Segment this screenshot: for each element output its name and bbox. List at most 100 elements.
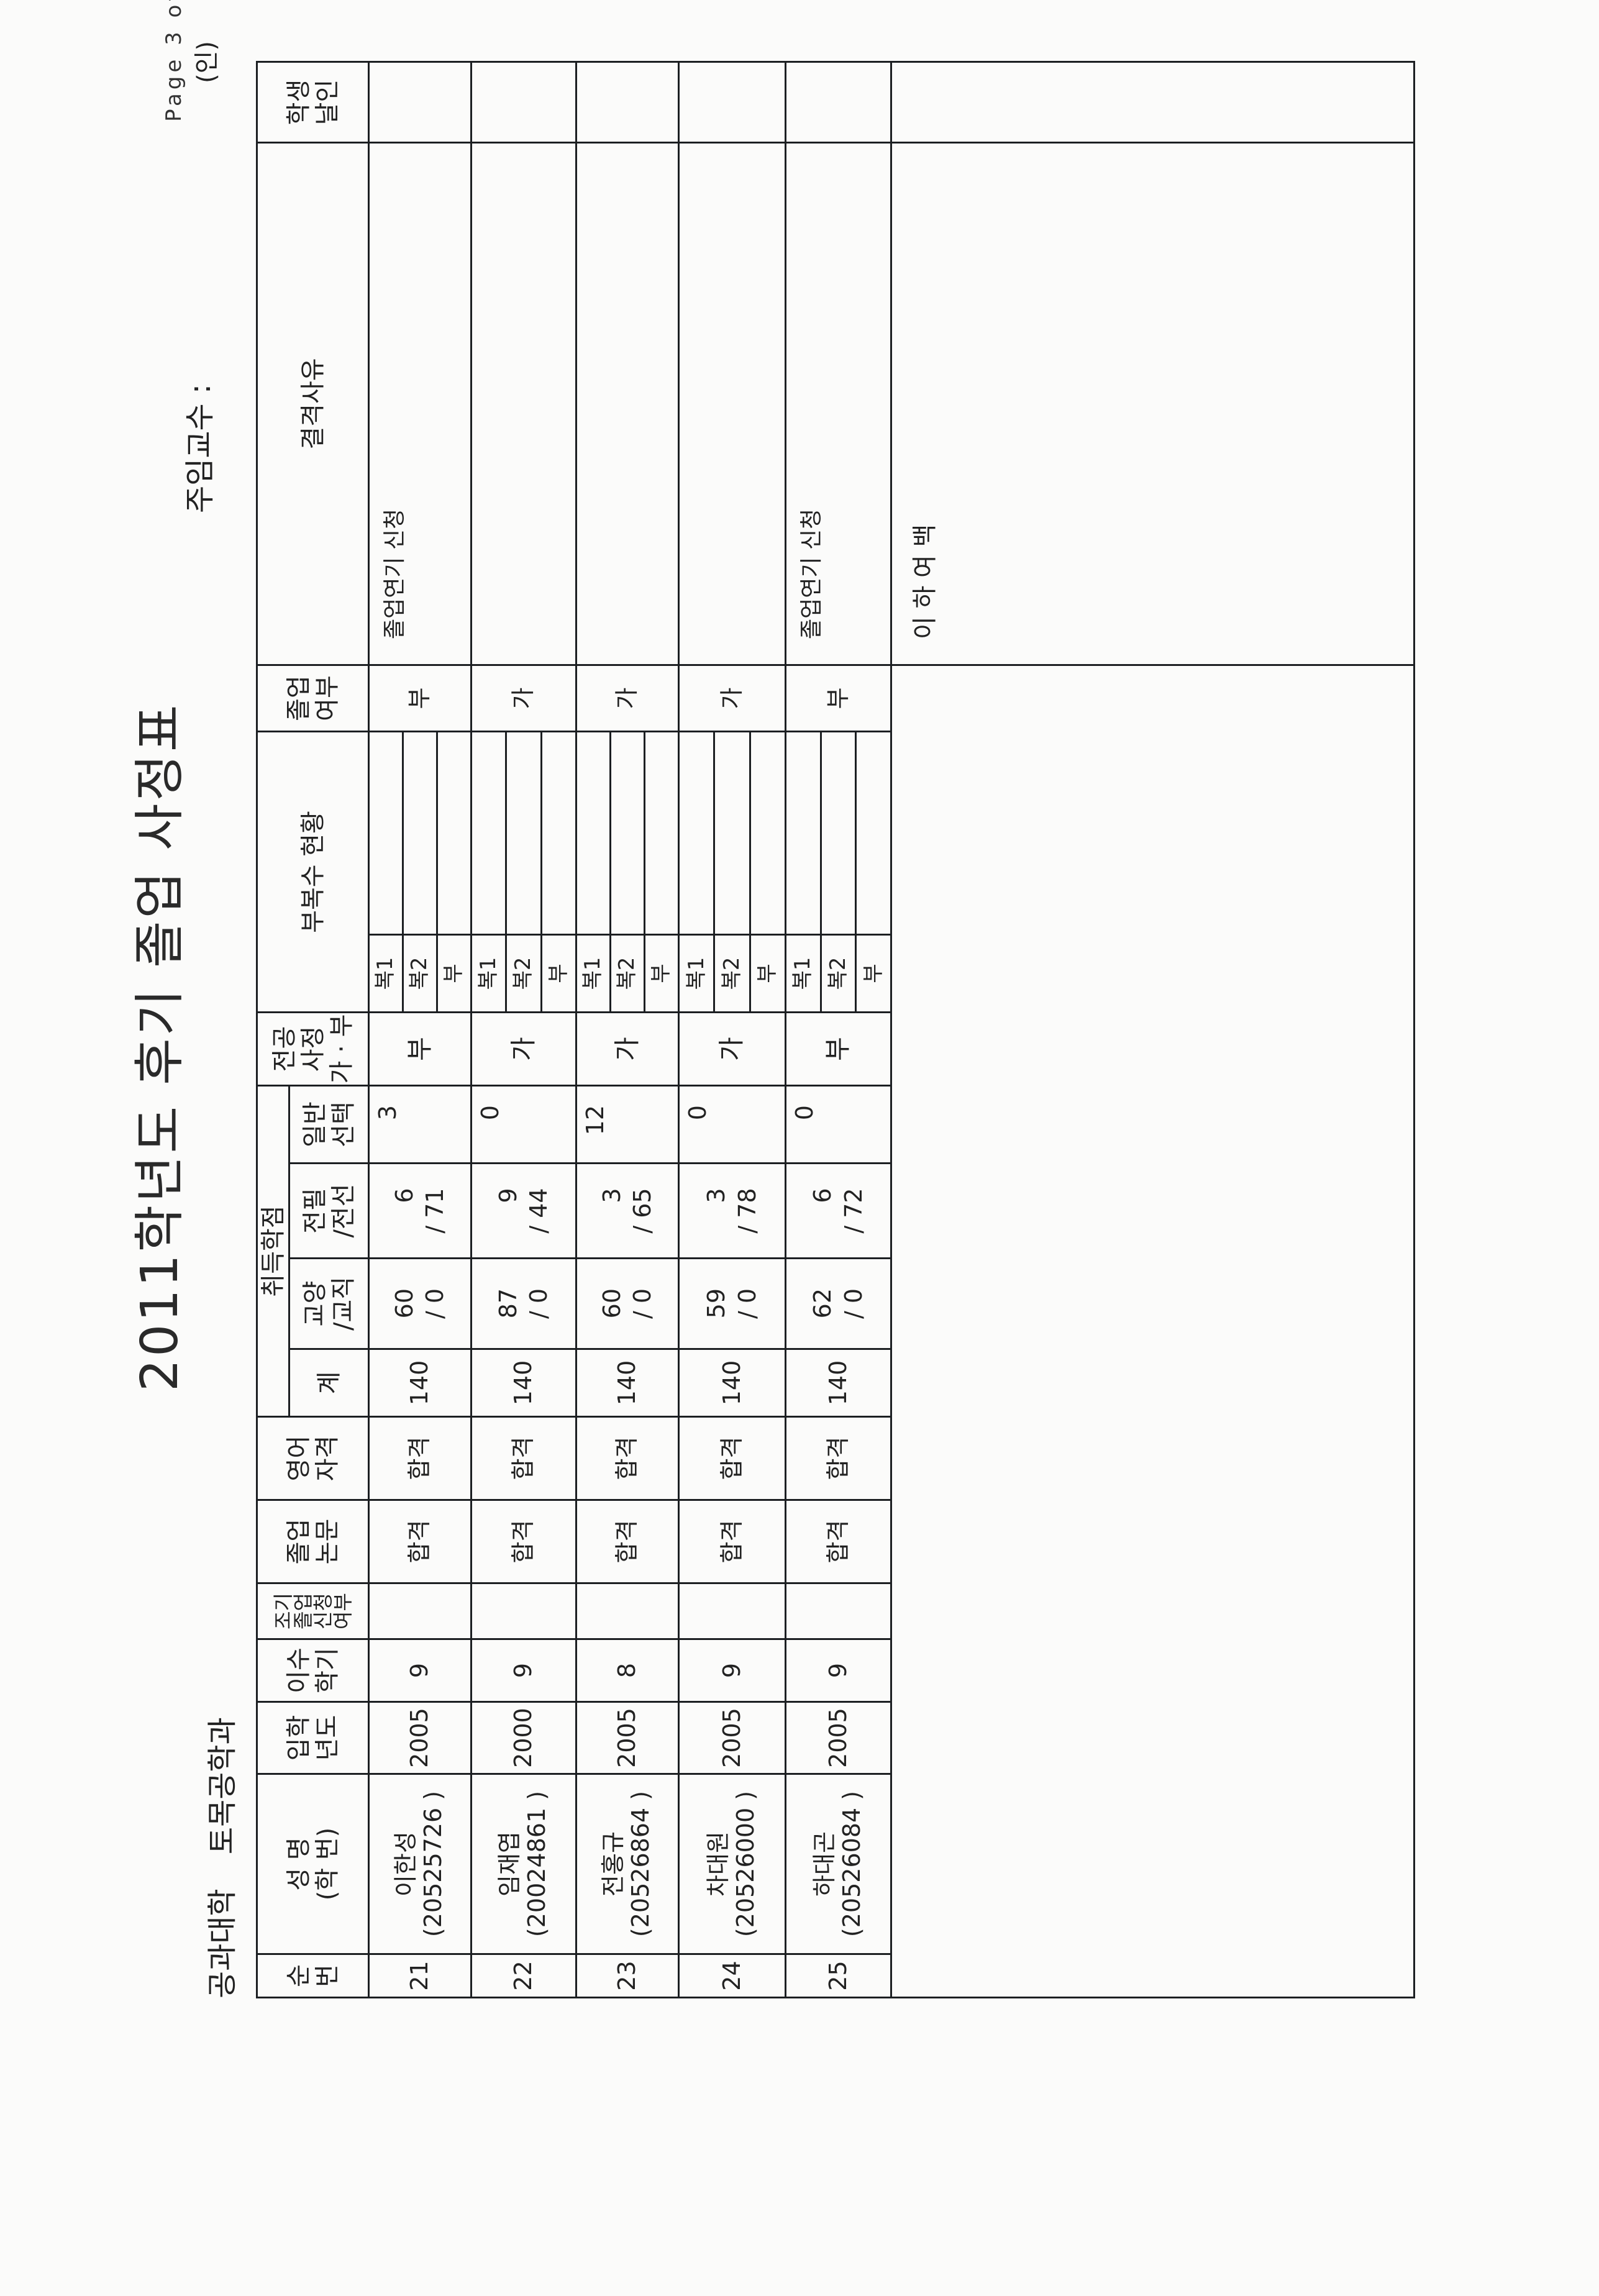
- cell-total: 140: [576, 1349, 679, 1417]
- cell-student-seal: [576, 62, 679, 143]
- minor-double-value: [751, 732, 785, 934]
- minor-double-label: 복1: [577, 934, 609, 1011]
- minor-double-value: [472, 732, 505, 934]
- minor-double-value: [611, 732, 644, 934]
- cell-disqualify: [576, 142, 679, 665]
- cell-no: 22: [471, 1954, 576, 1998]
- minor-double-value: [715, 732, 749, 934]
- cell-name: 전홍규 (20526864 ): [576, 1774, 679, 1954]
- cell-major-value: 6 / 72: [809, 1188, 867, 1234]
- cell-name: 이한성 (20525726 ): [368, 1774, 472, 1954]
- minor-double-strip: 부: [645, 732, 678, 1011]
- cell-grad-status: 가: [678, 665, 786, 732]
- cell-early-grad: [785, 1583, 891, 1639]
- cell-major-value: 3 / 78: [703, 1188, 761, 1234]
- cell-thesis: 합격: [576, 1500, 679, 1583]
- page-indicator: Page 3 of 3: [162, 0, 186, 122]
- minor-double-label: 복2: [821, 934, 855, 1011]
- minor-double-label: 복1: [370, 934, 402, 1011]
- blank-area: [891, 665, 1414, 1998]
- cell-general: 3: [368, 1085, 472, 1164]
- cell-major: 6 / 72: [785, 1163, 891, 1259]
- cell-disqualify: [678, 142, 786, 665]
- header-total: 계: [289, 1349, 369, 1417]
- cell-thesis: 합격: [368, 1500, 472, 1583]
- cell-liberal: 60 / 0: [576, 1258, 679, 1349]
- header-minor-double: 부복수 현황: [257, 731, 369, 1013]
- cell-general: 12: [576, 1085, 679, 1164]
- minor-double-strip: 복1: [680, 732, 716, 1011]
- header-row: 순 번 성 명 (학 번) 입학 년도 이수 학기 조기 졸업 신청 여부 졸업…: [257, 62, 369, 1998]
- cell-total: 140: [471, 1349, 576, 1417]
- cell-total: 140: [678, 1349, 786, 1417]
- minor-double-strip: 복2: [821, 732, 857, 1011]
- cell-early-grad: [576, 1583, 679, 1639]
- header-semesters: 이수 학기: [257, 1639, 369, 1702]
- cell-thesis: 합격: [471, 1500, 576, 1583]
- cell-minor-double: 복1 복2 부: [471, 731, 576, 1013]
- cell-major-eval: 가: [471, 1012, 576, 1086]
- cell-entry-year: 2000: [471, 1702, 576, 1774]
- cell-major-value: 9 / 44: [494, 1188, 552, 1234]
- minor-double-label: 부: [750, 934, 785, 1011]
- cell-english: 합격: [678, 1416, 786, 1500]
- minor-double-label: 부: [645, 934, 678, 1011]
- minor-double-value: [438, 732, 470, 934]
- cell-student-seal: [785, 62, 891, 143]
- professor-label: 주임교수 :: [183, 383, 217, 513]
- cell-liberal: 60 / 0: [368, 1258, 472, 1349]
- cell-major: 9 / 44: [471, 1163, 576, 1259]
- minor-double-value: [577, 732, 609, 934]
- minor-double-value: [822, 732, 855, 934]
- cell-minor-double: 복1 복2 부: [368, 731, 472, 1013]
- minor-double-strip: 부: [542, 732, 575, 1011]
- college-name: 공과대학: [205, 1888, 240, 1998]
- minor-double-strip: 부: [750, 732, 785, 1011]
- cell-no: 25: [785, 1954, 891, 1998]
- cell-liberal: 62 / 0: [785, 1258, 891, 1349]
- header-grad-status: 졸업 여부: [257, 665, 369, 732]
- header-disqualify: 결격사유: [257, 142, 369, 665]
- minor-double-label: 복2: [507, 934, 540, 1011]
- cell-major-value: 6 / 71: [390, 1188, 449, 1234]
- cell-minor-double: 복1 복2 부: [678, 731, 786, 1013]
- cell-no: 24: [678, 1954, 786, 1998]
- cell-total: 140: [368, 1349, 472, 1417]
- cell-name: 차대원 (20526000 ): [678, 1774, 786, 1954]
- cell-grad-status: 부: [785, 665, 891, 732]
- cell-name: 임재엽 (20024861 ): [471, 1774, 576, 1954]
- cell-liberal-value: 59 / 0: [703, 1288, 761, 1319]
- minor-double-label: 복2: [404, 934, 436, 1011]
- cell-liberal-value: 87 / 0: [494, 1288, 552, 1319]
- cell-general: 0: [471, 1085, 576, 1164]
- cell-minor-double: 복1 복2 부: [785, 731, 891, 1013]
- minor-double-value: [507, 732, 540, 934]
- minor-double-value: [680, 732, 713, 934]
- minor-double-label: 복2: [715, 934, 749, 1011]
- cell-english: 합격: [368, 1416, 472, 1500]
- cell-thesis: 합격: [678, 1500, 786, 1583]
- cell-english: 합격: [785, 1416, 891, 1500]
- cell-no: 21: [368, 1954, 472, 1998]
- cell-total: 140: [785, 1349, 891, 1417]
- cell-liberal: 87 / 0: [471, 1258, 576, 1349]
- minor-double-value: [404, 732, 436, 934]
- header-no: 순 번: [257, 1954, 369, 1998]
- header-major-eval: 전공 사정 가 · 부: [257, 1012, 369, 1086]
- cell-semesters: 9: [785, 1639, 891, 1702]
- minor-double-label: 복2: [611, 934, 644, 1011]
- blank-seal: [891, 62, 1414, 143]
- blank-row-note: 이 하 여 백: [891, 142, 1414, 665]
- cell-student-seal: [471, 62, 576, 143]
- minor-double-value: [370, 732, 402, 934]
- cell-grad-status: 가: [471, 665, 576, 732]
- department-name: 토목공학과: [205, 1717, 240, 1855]
- minor-double-value: [542, 732, 575, 934]
- minor-double-label: 부: [542, 934, 575, 1011]
- cell-english: 합격: [471, 1416, 576, 1500]
- minor-double-label: 부: [438, 934, 470, 1011]
- cell-early-grad: [471, 1583, 576, 1639]
